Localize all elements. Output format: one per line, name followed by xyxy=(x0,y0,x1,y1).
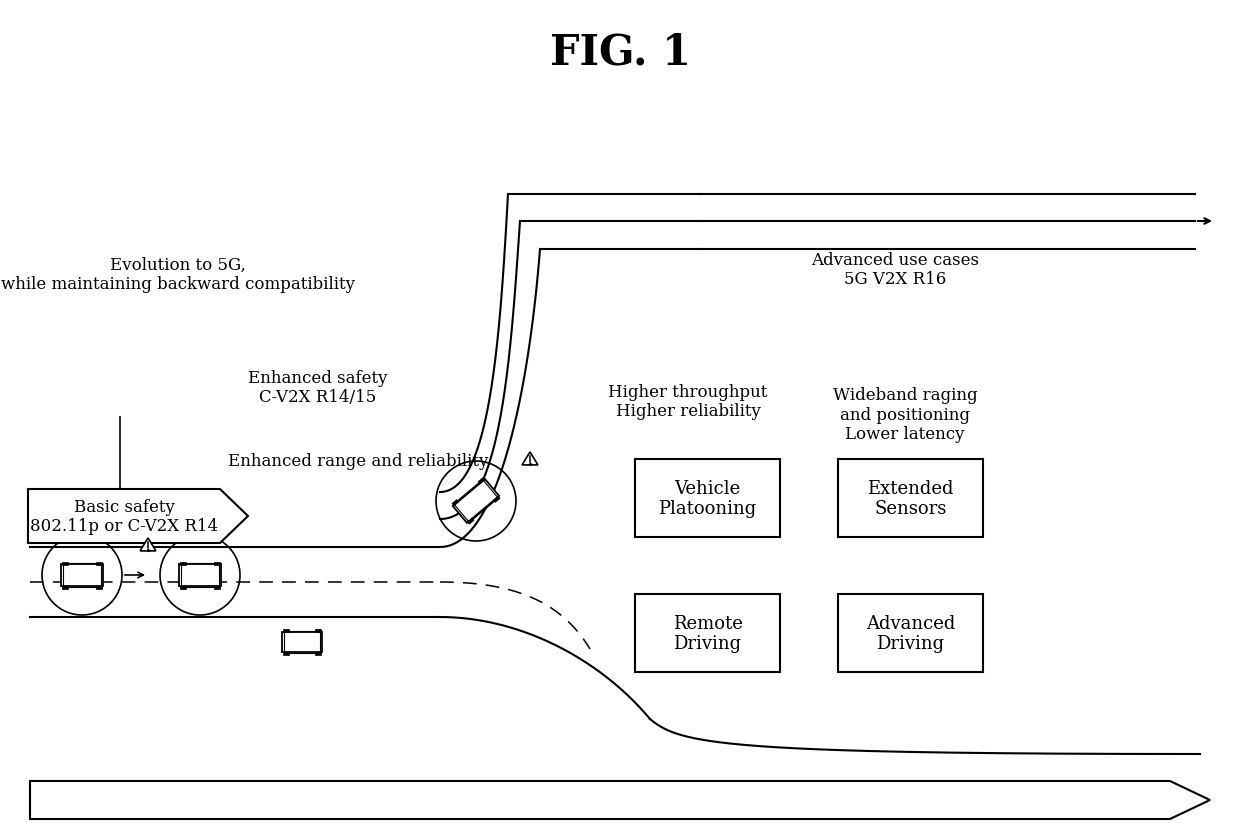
Polygon shape xyxy=(283,652,289,655)
Polygon shape xyxy=(467,518,474,524)
Text: Higher throughput
Higher reliability: Higher throughput Higher reliability xyxy=(609,383,768,420)
Polygon shape xyxy=(453,500,459,507)
Polygon shape xyxy=(62,562,68,565)
FancyBboxPatch shape xyxy=(635,594,780,672)
Polygon shape xyxy=(315,630,321,632)
Text: Advanced
Driving: Advanced Driving xyxy=(866,614,955,653)
Polygon shape xyxy=(522,452,538,466)
Text: Vehicle
Platooning: Vehicle Platooning xyxy=(658,479,756,517)
Polygon shape xyxy=(180,562,186,565)
Polygon shape xyxy=(62,586,68,589)
Polygon shape xyxy=(95,562,102,565)
Text: Remote
Driving: Remote Driving xyxy=(672,614,743,653)
Polygon shape xyxy=(283,630,289,632)
Polygon shape xyxy=(215,586,219,589)
Polygon shape xyxy=(315,652,321,655)
Text: Wideband raging
and positioning
Lower latency: Wideband raging and positioning Lower la… xyxy=(833,386,977,442)
Polygon shape xyxy=(281,632,322,653)
Polygon shape xyxy=(61,564,103,586)
Polygon shape xyxy=(140,538,156,551)
FancyBboxPatch shape xyxy=(838,594,983,672)
Text: FIG. 1: FIG. 1 xyxy=(549,31,691,73)
Polygon shape xyxy=(479,478,485,484)
Text: Enhanced range and reliability: Enhanced range and reliability xyxy=(228,453,489,470)
FancyBboxPatch shape xyxy=(635,460,780,538)
Polygon shape xyxy=(95,586,102,589)
Text: Basic safety
802.11p or C-V2X R14: Basic safety 802.11p or C-V2X R14 xyxy=(30,498,218,535)
Text: Enhanced safety
C-V2X R14/15: Enhanced safety C-V2X R14/15 xyxy=(248,370,388,405)
Polygon shape xyxy=(215,562,219,565)
FancyBboxPatch shape xyxy=(838,460,983,538)
Polygon shape xyxy=(29,489,248,543)
Polygon shape xyxy=(180,586,186,589)
Text: Extended
Sensors: Extended Sensors xyxy=(867,479,954,517)
Text: Advanced use cases
5G V2X R16: Advanced use cases 5G V2X R16 xyxy=(811,252,980,288)
Text: Evolution to 5G,
while maintaining backward compatibility: Evolution to 5G, while maintaining backw… xyxy=(1,257,355,293)
Polygon shape xyxy=(179,564,221,586)
Polygon shape xyxy=(453,480,500,523)
Polygon shape xyxy=(494,497,500,502)
